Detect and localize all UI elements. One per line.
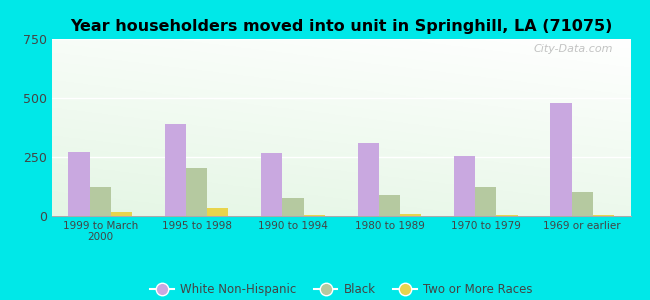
Bar [551,103,572,216]
Legend: White Non-Hispanic, Black, Two or More Races: White Non-Hispanic, Black, Two or More R… [146,278,537,300]
Bar [358,143,379,216]
Bar [304,215,325,216]
Bar [186,168,207,216]
Bar [165,124,186,216]
Bar [90,187,110,216]
Bar [400,214,421,216]
Bar [593,215,614,216]
Bar [475,187,497,216]
Bar [111,212,132,216]
Text: City-Data.com: City-Data.com [534,44,613,54]
Title: Year householders moved into unit in Springhill, LA (71075): Year householders moved into unit in Spr… [70,19,612,34]
Bar [497,215,517,216]
Bar [572,192,593,216]
Bar [261,154,283,216]
Bar [283,198,304,216]
Bar [454,156,475,216]
Bar [68,152,90,216]
Bar [379,195,400,216]
Bar [207,208,228,216]
